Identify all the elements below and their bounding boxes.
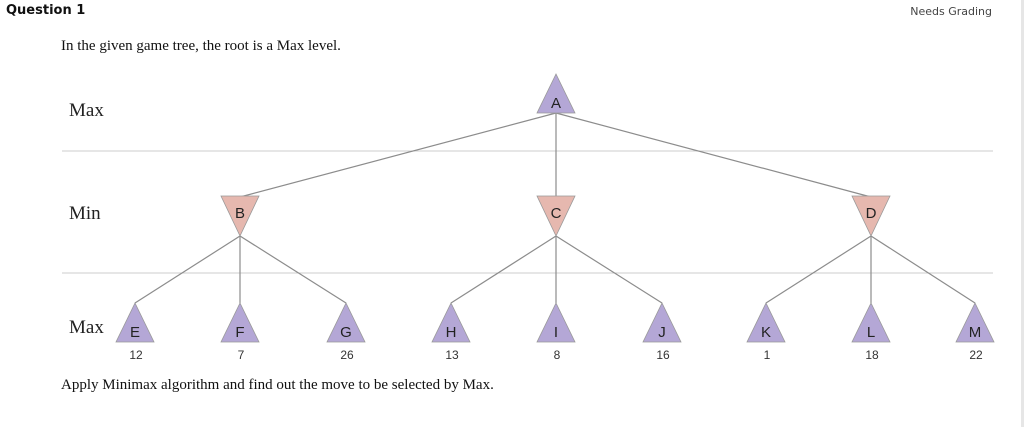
node-label: H xyxy=(446,324,457,341)
tree-edge xyxy=(450,235,557,304)
node-label: E xyxy=(130,324,140,341)
level-label-min: Min xyxy=(69,203,101,224)
tree-edge xyxy=(134,235,241,304)
max-triangle xyxy=(326,302,366,343)
leaf-value: 1 xyxy=(764,348,771,362)
min-triangle xyxy=(220,195,260,237)
tree-edge xyxy=(870,235,976,304)
leaf-g: G 26 xyxy=(326,302,366,362)
leaf-value: 8 xyxy=(554,348,561,362)
min-triangle xyxy=(851,195,891,237)
leaf-h: H 13 xyxy=(431,302,471,362)
max-triangle xyxy=(642,302,682,343)
max-triangle xyxy=(851,302,891,343)
node-label: I xyxy=(554,324,558,341)
max-triangle xyxy=(220,302,260,343)
node-label: L xyxy=(867,324,875,341)
max-triangle xyxy=(536,302,576,343)
node-label: M xyxy=(969,324,982,341)
question-instruction: Apply Minimax algorithm and find out the… xyxy=(61,377,494,393)
tree-edge xyxy=(555,112,872,198)
tree-edges xyxy=(134,112,976,304)
node-label: A xyxy=(551,95,561,112)
node-label: J xyxy=(658,324,666,341)
leaf-m: M 22 xyxy=(955,302,995,362)
tree-edge xyxy=(239,112,557,198)
node-label: B xyxy=(235,205,245,222)
node-label: F xyxy=(235,324,244,341)
leaf-e: E 12 xyxy=(115,302,155,362)
node-d: D xyxy=(851,195,891,237)
leaf-j: J 16 xyxy=(642,302,682,362)
leaf-value: 7 xyxy=(238,348,245,362)
node-c: C xyxy=(536,195,576,237)
max-triangle xyxy=(115,302,155,343)
leaf-k: K1 xyxy=(746,302,786,362)
max-triangle xyxy=(746,302,786,343)
leaf-f: F7 xyxy=(220,302,260,362)
grading-status: Needs Grading xyxy=(910,5,992,18)
leaf-value: 22 xyxy=(969,348,983,362)
question-intro: In the given game tree, the root is a Ma… xyxy=(61,38,341,54)
node-b: B xyxy=(220,195,260,237)
node-label: K xyxy=(761,324,771,341)
level-label-max-top: Max xyxy=(69,100,104,121)
question-header: Question 1 Needs Grading xyxy=(0,0,1024,24)
node-label: D xyxy=(866,205,877,222)
min-triangle xyxy=(536,195,576,237)
level-label-max-bottom: Max xyxy=(69,317,104,338)
leaf-value: 18 xyxy=(865,348,879,362)
question-title: Question 1 xyxy=(6,3,86,18)
max-triangle xyxy=(536,73,576,114)
tree-edge xyxy=(239,235,347,304)
node-label: G xyxy=(340,324,352,341)
node-a: A xyxy=(536,73,576,114)
tree-edge xyxy=(555,235,663,304)
tree-edge xyxy=(765,235,872,304)
leaf-value: 16 xyxy=(656,348,670,362)
leaf-value: 26 xyxy=(340,348,354,362)
leaf-value: 13 xyxy=(445,348,459,362)
leaf-l: L 18 xyxy=(851,302,891,362)
max-triangle xyxy=(431,302,471,343)
max-triangle xyxy=(955,302,995,343)
leaf-value: 12 xyxy=(129,348,143,362)
leaf-i: I8 xyxy=(536,302,576,362)
node-label: C xyxy=(551,205,562,222)
scrollbar-track[interactable] xyxy=(1021,0,1024,427)
